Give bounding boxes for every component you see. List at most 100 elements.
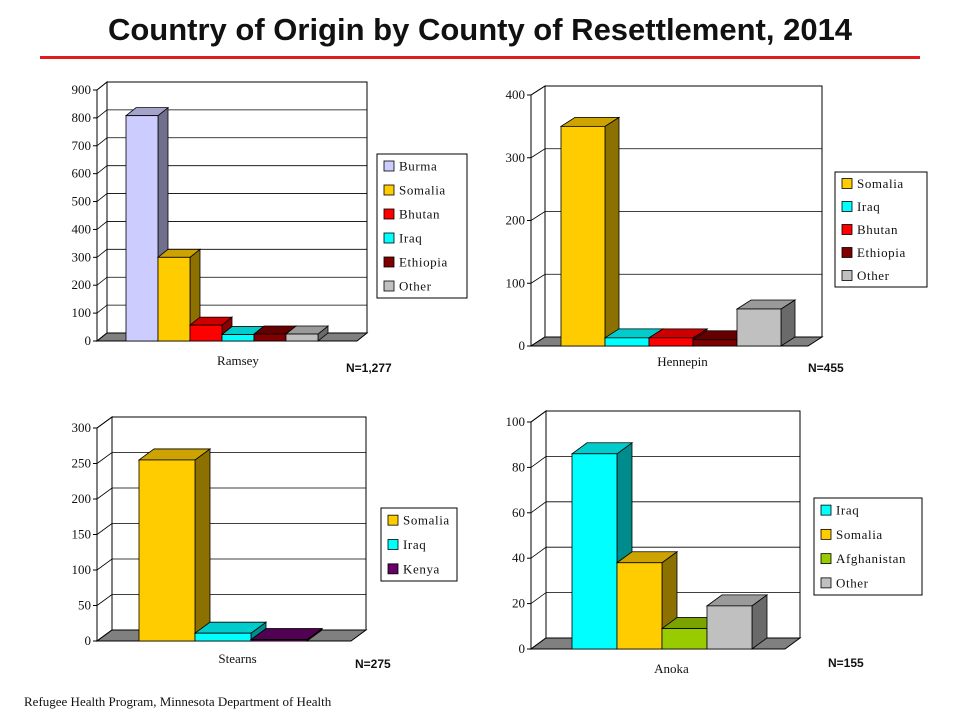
anoka-bar-iraq — [571, 453, 618, 650]
stearns-bar-somalia — [138, 459, 196, 642]
stearns-bar-kenya — [250, 639, 308, 642]
ramsey-legend-swatch-other — [383, 280, 395, 292]
footer-credit: Refugee Health Program, Minnesota Depart… — [24, 694, 332, 709]
hennepin-legend-swatch-bhutan — [841, 224, 853, 235]
hennepin-legend-label-iraq: Iraq — [857, 199, 880, 214]
ramsey-legend-label-ethiopia: Ethiopia — [399, 255, 448, 270]
stearns-legend-label-somalia: Somalia — [403, 513, 450, 528]
stearns-category-label: Stearns — [218, 651, 256, 666]
hennepin-gridline — [530, 148, 822, 159]
hennepin-legend-swatch-somalia — [841, 178, 853, 189]
anoka-gridline — [530, 546, 800, 559]
anoka-y-tick-label: 60 — [512, 505, 525, 520]
hennepin-y-tick-label: 0 — [519, 338, 526, 353]
anoka-y-tick-label: 20 — [512, 596, 525, 611]
anoka-n-label: N=155 — [828, 656, 864, 670]
anoka-legend-label-other: Other — [836, 575, 869, 590]
hennepin-gridline — [530, 211, 822, 221]
ramsey-y-tick-label: 100 — [72, 305, 92, 320]
ramsey-y-tick-label: 900 — [72, 82, 92, 97]
anoka-legend-label-afghanistan: Afghanistan — [836, 551, 906, 566]
ramsey-gridline — [96, 193, 367, 202]
stearns-gridline — [96, 523, 366, 535]
hennepin-legend-swatch-iraq — [841, 201, 853, 212]
stearns-y-tick-label: 100 — [72, 562, 92, 577]
hennepin-bar-somalia-side — [604, 116, 620, 347]
chart-anoka: 0 20 40 60 80 100 Anoka N=155 Iraq Somalia Afghani… — [506, 410, 923, 676]
ramsey-legend-box — [376, 153, 468, 299]
anoka-y-tick-label: 40 — [512, 550, 525, 565]
ramsey-bar-iraq — [221, 334, 255, 342]
ramsey-gridline — [96, 276, 367, 286]
hennepin-bar-bhutan — [648, 337, 694, 347]
hennepin-legend-label-ethiopia: Ethiopia — [857, 245, 906, 260]
stearns-gridline — [96, 487, 366, 500]
title-underline — [40, 56, 920, 59]
ramsey-n-label: N=1,277 — [346, 361, 392, 375]
stearns-legend-label-kenya: Kenya — [403, 561, 440, 576]
anoka-legend-swatch-somalia — [820, 528, 832, 540]
stearns-y-tick-label: 0 — [85, 633, 92, 648]
hennepin-legend-label-other: Other — [857, 268, 890, 283]
ramsey-bar-somalia — [157, 256, 191, 342]
stearns-legend-swatch-iraq — [387, 539, 399, 550]
anoka-gridline — [530, 410, 800, 423]
anoka-y-tick-label: 80 — [512, 459, 525, 474]
anoka-y-tick-label: 0 — [519, 641, 526, 656]
anoka-legend-label-iraq: Iraq — [836, 503, 859, 518]
anoka-legend-label-somalia: Somalia — [836, 527, 883, 542]
stearns-gridline — [96, 452, 366, 464]
hennepin-gridline — [530, 273, 822, 284]
anoka-bar-afghanistan — [661, 628, 708, 650]
stearns-legend-swatch-somalia — [387, 514, 399, 526]
ramsey-legend: Burma Somalia Bhutan Iraq Ethiopia Other — [376, 153, 468, 299]
stearns-bar-iraq — [194, 632, 252, 642]
anoka-category-label: Anoka — [654, 661, 689, 676]
anoka-bar-somalia — [616, 562, 663, 650]
ramsey-legend-swatch-burma — [383, 160, 395, 172]
ramsey-y-tick-label: 0 — [85, 333, 92, 348]
ramsey-gridline — [96, 248, 367, 258]
page-title: Country of Origin by County of Resettlem… — [107, 12, 853, 47]
chart-hennepin: 0 100 200 300 400 Hennepin N=455 Somalia Iraq Bhu… — [506, 85, 928, 375]
hennepin-legend-label-somalia: Somalia — [857, 176, 904, 191]
chart-ramsey: 0 100 200 300 400 500 600 700 800 900 Ramsey N=1,27… — [72, 80, 468, 375]
anoka-legend: Iraq Somalia Afghanistan Other — [813, 497, 923, 596]
stearns-y-tick-label: 250 — [72, 456, 92, 471]
stearns-y-tick-label: 300 — [72, 420, 92, 435]
hennepin-legend: Somalia Iraq Bhutan Ethiopia Other — [834, 171, 928, 288]
stearns-legend-label-iraq: Iraq — [403, 537, 426, 552]
ramsey-gridline — [96, 221, 367, 230]
stearns-n-label: N=275 — [355, 657, 391, 671]
stearns-y-tick-label: 200 — [72, 491, 92, 506]
ramsey-y-tick-label: 500 — [72, 194, 92, 209]
hennepin-legend-label-bhutan: Bhutan — [857, 222, 898, 237]
hennepin-y-tick-label: 300 — [506, 150, 526, 165]
ramsey-legend-label-somalia: Somalia — [399, 183, 446, 198]
ramsey-bar-burma — [125, 115, 159, 342]
anoka-side-wall — [530, 410, 547, 650]
stearns-y-tick-label: 150 — [72, 527, 92, 542]
ramsey-gridline — [96, 165, 367, 174]
anoka-gridline — [530, 501, 800, 514]
hennepin-bar-ethiopia — [692, 339, 738, 347]
hennepin-y-tick-label: 200 — [506, 213, 526, 228]
stearns-bar-somalia-side — [194, 448, 211, 642]
ramsey-y-tick-label: 700 — [72, 138, 92, 153]
ramsey-legend-swatch-iraq — [383, 232, 395, 244]
ramsey-bar-other — [285, 333, 319, 342]
ramsey-gridline — [96, 81, 367, 91]
anoka-legend-box — [813, 497, 923, 596]
ramsey-legend-label-bhutan: Bhutan — [399, 207, 440, 222]
ramsey-y-tick-label: 300 — [72, 249, 92, 264]
anoka-legend-swatch-iraq — [820, 504, 832, 516]
ramsey-gridline — [96, 304, 367, 314]
stearns-y-tick-label: 50 — [78, 598, 91, 613]
hennepin-gridline — [530, 85, 822, 96]
stearns-legend: Somalia Iraq Kenya — [380, 507, 458, 582]
ramsey-legend-swatch-ethiopia — [383, 256, 395, 268]
ramsey-legend-label-other: Other — [399, 279, 432, 294]
ramsey-bar-ethiopia — [253, 333, 287, 342]
anoka-gridline — [530, 592, 800, 604]
